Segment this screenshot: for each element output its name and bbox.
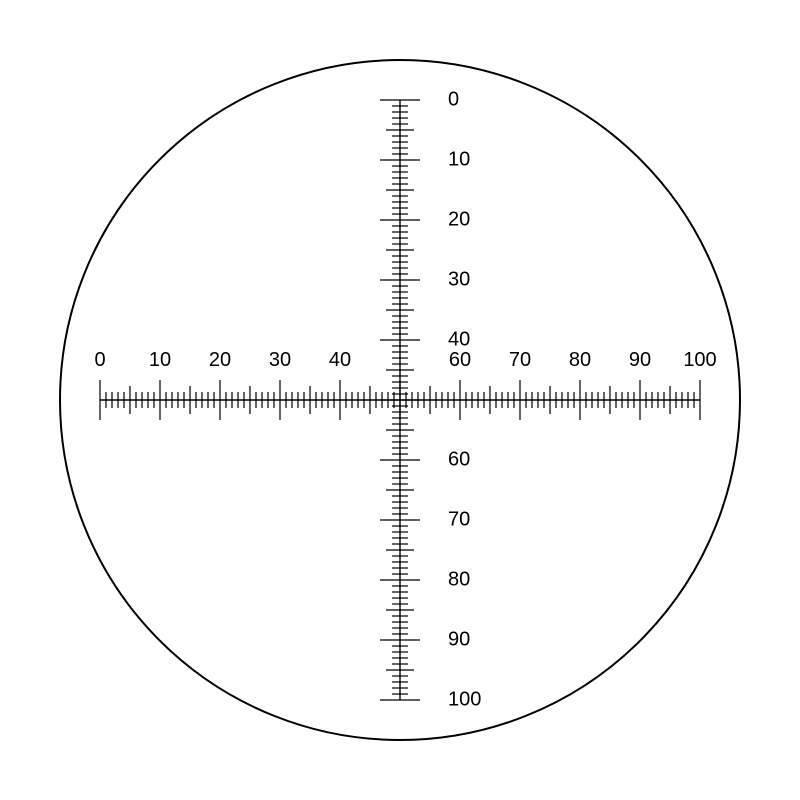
vertical-scale-labels: 01020304060708090100: [448, 88, 481, 710]
scale-number: 100: [448, 688, 481, 710]
scale-number: 70: [448, 508, 470, 530]
reticle-diagram: 01020304060708090100 0102030406070809010…: [0, 0, 800, 800]
scale-number: 30: [269, 349, 291, 371]
scale-number: 70: [509, 349, 531, 371]
scale-number: 10: [149, 349, 171, 371]
scale-number: 80: [448, 568, 470, 590]
scale-number: 0: [94, 349, 105, 371]
scale-number: 0: [448, 88, 459, 110]
vertical-scale: [380, 100, 420, 700]
scale-number: 100: [683, 349, 716, 371]
scale-number: 40: [448, 328, 470, 350]
scale-number: 80: [569, 349, 591, 371]
scale-number: 60: [449, 349, 471, 371]
scale-number: 20: [209, 349, 231, 371]
scale-number: 10: [448, 148, 470, 170]
scale-number: 90: [448, 628, 470, 650]
scale-number: 40: [329, 349, 351, 371]
scale-number: 20: [448, 208, 470, 230]
scale-number: 90: [629, 349, 651, 371]
scale-number: 60: [448, 448, 470, 470]
scale-number: 30: [448, 268, 470, 290]
